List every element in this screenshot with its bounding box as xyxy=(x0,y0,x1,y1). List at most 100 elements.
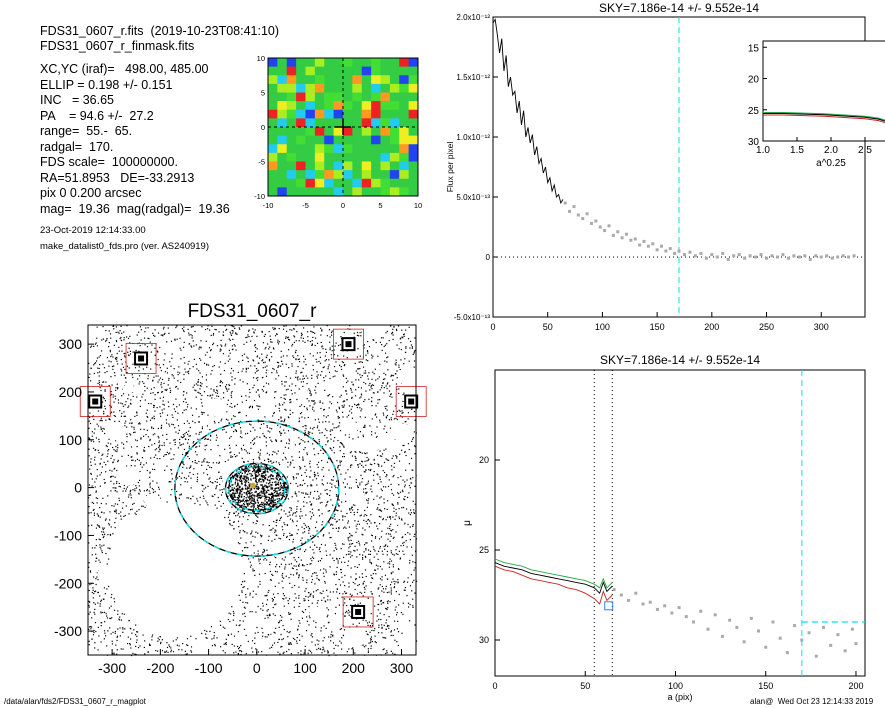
noise-dot xyxy=(262,605,264,607)
noise-dot xyxy=(222,353,225,355)
noise-dot xyxy=(230,333,232,335)
core-dot xyxy=(257,471,259,473)
noise-dot xyxy=(183,463,185,466)
date-label: 23-Oct-2019 12:14:33.00 xyxy=(40,225,146,236)
noise-dot xyxy=(387,527,389,529)
noise-dot xyxy=(133,426,135,428)
noise-dot xyxy=(154,354,156,356)
noise-dot xyxy=(264,572,266,575)
noise-dot xyxy=(311,374,313,376)
noise-dot xyxy=(245,415,247,417)
noise-dot xyxy=(288,417,290,419)
noise-dot xyxy=(327,599,329,601)
noise-dot xyxy=(153,456,155,458)
noise-dot xyxy=(296,511,298,513)
noise-dot xyxy=(94,603,96,605)
noise-dot xyxy=(109,511,111,513)
noise-dot xyxy=(336,566,338,569)
noise-dot xyxy=(135,513,137,516)
noise-dot xyxy=(126,325,128,327)
noise-dot xyxy=(188,467,191,469)
noise-dot xyxy=(322,646,324,648)
noise-dot xyxy=(307,431,310,433)
noise-dot xyxy=(398,550,400,552)
noise-dot xyxy=(225,329,227,331)
noise-dot xyxy=(255,593,257,595)
noise-dot xyxy=(306,407,308,409)
heatmap-cell xyxy=(333,83,344,93)
heatmap-cell xyxy=(352,161,363,171)
noise-dot xyxy=(149,439,151,442)
noise-dot xyxy=(136,635,138,638)
noise-dot xyxy=(231,606,233,608)
noise-dot xyxy=(390,483,392,486)
noise-dot xyxy=(190,651,193,653)
heatmap-cell xyxy=(277,127,288,137)
noise-dot xyxy=(264,636,266,638)
noise-dot xyxy=(367,651,369,654)
noise-dot xyxy=(227,459,229,461)
noise-dot xyxy=(314,526,317,529)
noise-dot xyxy=(177,412,179,414)
noise-dot xyxy=(177,432,179,434)
noise-dot xyxy=(389,533,391,535)
noise-dot xyxy=(397,325,400,327)
noise-dot xyxy=(271,573,273,576)
noise-dot xyxy=(238,646,241,649)
noise-dot xyxy=(355,479,357,481)
noise-dot xyxy=(88,644,90,646)
noise-dot xyxy=(313,552,315,554)
noise-dot xyxy=(308,527,310,529)
heatmap-cell xyxy=(305,135,316,145)
noise-dot xyxy=(369,550,372,552)
noise-dot xyxy=(275,370,278,372)
noise-dot xyxy=(96,345,99,347)
heatmap-cell xyxy=(408,58,419,68)
noise-dot xyxy=(154,449,156,451)
noise-dot xyxy=(275,521,277,524)
noise-dot xyxy=(363,544,366,546)
noise-dot xyxy=(146,488,149,491)
noise-dot xyxy=(336,588,338,590)
noise-dot xyxy=(194,451,197,453)
noise-dot xyxy=(125,377,127,379)
noise-dot xyxy=(125,488,128,490)
noise-dot xyxy=(256,405,258,407)
noise-dot xyxy=(97,602,99,604)
noise-dot xyxy=(104,432,106,435)
noise-dot xyxy=(359,397,361,399)
noise-dot xyxy=(389,385,391,387)
noise-dot xyxy=(136,631,138,633)
noise-dot xyxy=(270,338,272,341)
noise-dot xyxy=(110,390,112,393)
heatmap-cell xyxy=(277,178,288,188)
noise-dot xyxy=(238,648,240,650)
noise-dot xyxy=(259,452,261,455)
noise-dot xyxy=(363,347,365,349)
noise-dot xyxy=(277,365,280,367)
noise-dot xyxy=(198,370,200,372)
noise-dot xyxy=(310,558,312,560)
noise-dot xyxy=(342,411,344,413)
noise-dot xyxy=(192,386,194,388)
noise-dot xyxy=(152,380,154,382)
noise-dot xyxy=(264,595,266,597)
noise-dot xyxy=(305,475,308,477)
noise-dot xyxy=(261,635,264,637)
noise-dot xyxy=(135,487,138,489)
noise-dot xyxy=(131,459,133,461)
noise-dot xyxy=(143,646,145,649)
noise-dot xyxy=(381,344,383,346)
noise-dot xyxy=(348,526,351,528)
noise-dot xyxy=(380,536,382,538)
noise-dot xyxy=(217,496,219,499)
noise-dot xyxy=(359,602,361,604)
noise-dot xyxy=(405,347,407,349)
noise-dot xyxy=(352,509,354,511)
noise-dot xyxy=(295,349,297,352)
noise-dot xyxy=(102,598,104,600)
noise-dot xyxy=(283,419,286,422)
noise-dot xyxy=(197,500,199,502)
heatmap-cell xyxy=(361,92,372,102)
noise-dot xyxy=(328,654,330,657)
